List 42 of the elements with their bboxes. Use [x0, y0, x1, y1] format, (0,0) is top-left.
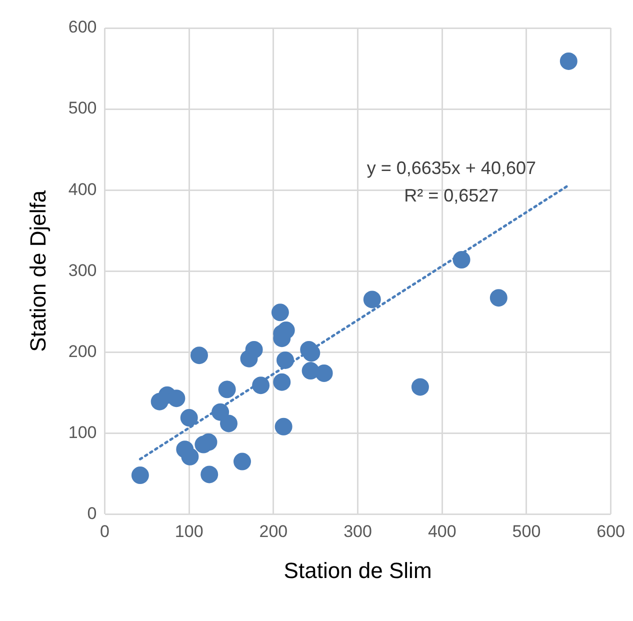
point	[200, 466, 218, 484]
point	[302, 362, 320, 380]
point	[212, 403, 230, 421]
point	[218, 380, 236, 398]
x-axis-title: Station de Slim	[284, 558, 432, 583]
x-tick-label: 200	[259, 522, 288, 542]
point	[276, 351, 294, 369]
point	[490, 289, 508, 307]
point	[131, 466, 149, 484]
y-tick-label: 600	[68, 18, 97, 37]
point	[181, 448, 199, 466]
y-tick-label: 400	[68, 180, 97, 199]
point	[271, 304, 289, 322]
y-tick-label: 300	[68, 260, 97, 280]
y-tick-label: 100	[68, 422, 97, 442]
point	[452, 251, 470, 269]
point	[274, 418, 292, 436]
y-axis-title: Station de Djelfa	[25, 190, 50, 352]
y-tick-label: 0	[87, 504, 97, 523]
x-tick-label: 300	[344, 522, 372, 542]
annotation: R² = 0,6527	[404, 186, 499, 206]
x-tick-label: 400	[428, 522, 456, 542]
x-tick-label: 100	[174, 522, 204, 542]
point	[277, 322, 295, 340]
x-tick-label: 600	[596, 522, 626, 542]
x-tick-label: 0	[100, 522, 110, 542]
point	[363, 290, 381, 308]
point	[560, 52, 578, 70]
y-tick-label: 200	[68, 342, 97, 361]
y-tick-label: 500	[68, 98, 97, 118]
point	[168, 390, 186, 408]
point	[245, 340, 263, 358]
x-tick-label: 500	[512, 522, 541, 542]
point	[315, 364, 333, 382]
annotation: y = 0,6635x + 40,607	[366, 158, 536, 178]
point	[252, 376, 270, 394]
point	[190, 346, 208, 364]
point	[411, 378, 429, 396]
point	[273, 373, 291, 391]
point	[220, 414, 238, 432]
point	[233, 452, 251, 470]
point	[180, 409, 198, 427]
